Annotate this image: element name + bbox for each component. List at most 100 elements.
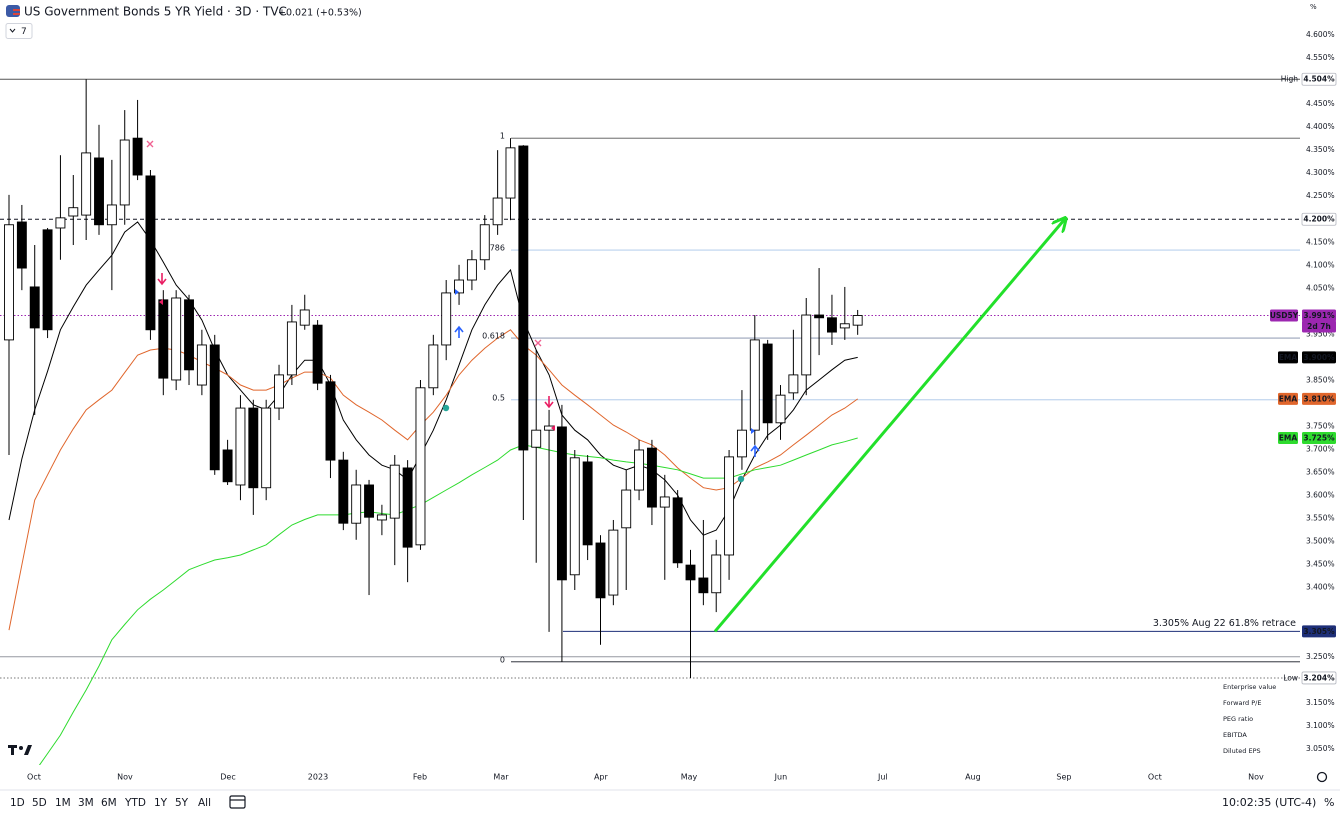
candle-body bbox=[119, 139, 130, 206]
timeframe-button[interactable]: 5Y bbox=[175, 797, 189, 809]
flag bbox=[159, 299, 163, 305]
percent-toggle[interactable]: % bbox=[1324, 796, 1334, 809]
x-tick-label: Oct bbox=[27, 773, 41, 782]
candle-body bbox=[685, 564, 696, 581]
x-tick-label: Feb bbox=[413, 773, 427, 782]
candle-body bbox=[42, 229, 53, 331]
signal-icons bbox=[146, 140, 760, 483]
candle-body bbox=[646, 447, 657, 508]
y-tick-label: 3.150% bbox=[1306, 698, 1335, 707]
badge-text: USD5Y bbox=[1270, 311, 1299, 320]
trend-arrow bbox=[713, 219, 1065, 633]
timeframe-button[interactable]: 1Y bbox=[154, 797, 168, 809]
fib-label: 0 bbox=[500, 655, 505, 664]
stats-item: EBITDA bbox=[1223, 731, 1247, 739]
chart-title: US Government Bonds 5 YR Yield · 3D · TV… bbox=[24, 5, 287, 19]
signal-dot bbox=[442, 404, 450, 412]
badge bbox=[1302, 392, 1336, 405]
y-tick-label: 4.100% bbox=[1306, 260, 1335, 269]
timeframe-button[interactable]: 5D bbox=[32, 797, 47, 809]
candle-body bbox=[814, 314, 825, 319]
badge bbox=[1302, 431, 1336, 444]
flag bbox=[751, 428, 755, 434]
timeframe-button[interactable]: 3M bbox=[78, 797, 94, 809]
badge bbox=[1302, 309, 1336, 322]
candle-body bbox=[711, 554, 722, 594]
x-tick-label: Sep bbox=[1056, 773, 1071, 782]
flag-stripe bbox=[13, 9, 20, 11]
candle-body bbox=[94, 157, 104, 226]
header: US Government Bonds 5 YR Yield · 3D · TV… bbox=[5, 3, 1317, 39]
candle-body bbox=[68, 207, 79, 217]
candle-body bbox=[222, 449, 233, 483]
x-tick-label: Mar bbox=[493, 773, 509, 782]
x-tick-label: 2023 bbox=[308, 773, 328, 782]
candle-body bbox=[749, 339, 760, 431]
y-tick-label: 3.400% bbox=[1306, 583, 1335, 592]
down-arrow bbox=[157, 273, 167, 286]
flag-stripe bbox=[13, 13, 20, 15]
candle-body bbox=[595, 542, 606, 599]
candle-body bbox=[569, 457, 580, 576]
candle-body bbox=[852, 315, 863, 326]
signal-dot bbox=[737, 475, 745, 483]
logo-part bbox=[19, 746, 23, 750]
candle-body bbox=[286, 321, 297, 376]
y-tick-label: 3.550% bbox=[1306, 514, 1335, 523]
stats-item: Diluted EPS bbox=[1223, 747, 1261, 755]
logo-part bbox=[11, 745, 14, 755]
candle-body bbox=[81, 152, 92, 216]
badge-text: 3.725% bbox=[1303, 433, 1335, 442]
fib-label: 786 bbox=[490, 244, 505, 253]
candle-body bbox=[351, 484, 362, 524]
y-tick-label: 4.300% bbox=[1306, 168, 1335, 177]
flag bbox=[455, 289, 459, 295]
badge-text: EMA bbox=[1279, 433, 1298, 442]
line-name: High bbox=[1281, 75, 1298, 84]
candle-body bbox=[775, 394, 786, 424]
y-tick-label: 4.600% bbox=[1306, 30, 1335, 39]
candle-body bbox=[454, 279, 465, 294]
timeframe-button[interactable]: 6M bbox=[101, 797, 117, 809]
y-tick-label: 4.400% bbox=[1306, 122, 1335, 131]
candle-body bbox=[171, 297, 182, 381]
badge bbox=[1278, 351, 1298, 364]
candle-body bbox=[839, 323, 850, 329]
timeframe-button[interactable]: YTD bbox=[124, 797, 146, 809]
candle-body bbox=[402, 467, 413, 548]
up-arrow bbox=[454, 325, 464, 338]
badge-text: 4.504% bbox=[1303, 75, 1335, 84]
axis-unit: % bbox=[1310, 3, 1317, 11]
clock[interactable]: 10:02:35 (UTC-4) bbox=[1222, 796, 1316, 809]
candle-body bbox=[312, 324, 323, 384]
timeframe-button[interactable]: 1D bbox=[10, 797, 25, 809]
candle-body bbox=[389, 464, 400, 519]
candle-body bbox=[55, 217, 66, 229]
settings-icon[interactable] bbox=[1316, 771, 1328, 783]
candle-body bbox=[158, 299, 169, 379]
calendar-icon[interactable] bbox=[229, 795, 246, 809]
badge bbox=[1302, 320, 1336, 333]
x-tick-label: Nov bbox=[1248, 773, 1264, 782]
candle-body bbox=[209, 344, 220, 471]
candle-body bbox=[621, 489, 632, 529]
badge-text: 2d 7h bbox=[1307, 322, 1331, 331]
candle-body bbox=[466, 259, 477, 281]
candle-body bbox=[608, 529, 619, 596]
y-tick-label: 4.350% bbox=[1306, 145, 1335, 154]
stats-item: Enterprise value bbox=[1223, 683, 1276, 691]
timeframe-button[interactable]: 1M bbox=[55, 797, 71, 809]
candle-body bbox=[325, 381, 336, 461]
indicator-toggle[interactable] bbox=[5, 23, 33, 39]
candle-body bbox=[634, 449, 645, 491]
plot-area bbox=[0, 78, 1300, 765]
timeframe-button[interactable]: All bbox=[198, 797, 211, 809]
candle-body bbox=[801, 314, 812, 376]
indicator-count[interactable]: 7 bbox=[21, 27, 27, 37]
candle-body bbox=[248, 407, 259, 489]
candle-body bbox=[672, 497, 683, 564]
y-tick-label: 3.950% bbox=[1306, 329, 1335, 338]
candle-body bbox=[132, 137, 143, 176]
candle-body bbox=[29, 286, 40, 329]
y-tick-label: 4.250% bbox=[1306, 191, 1335, 200]
